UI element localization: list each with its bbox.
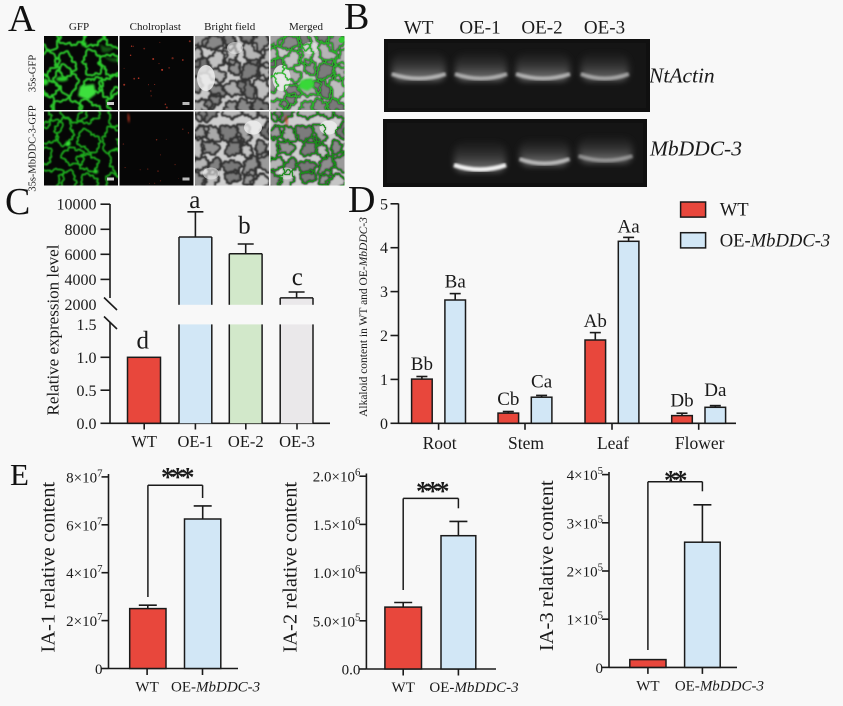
svg-text:OE-2: OE-2 <box>228 432 264 451</box>
svg-text:Relative expression level: Relative expression level <box>44 244 63 415</box>
svg-text:1.5×106: 1.5×106 <box>313 515 361 534</box>
svg-text:Aa: Aa <box>618 216 641 237</box>
svg-text:A: A <box>8 0 36 40</box>
svg-text:1: 1 <box>380 372 388 389</box>
svg-text:Cholroplast: Cholroplast <box>130 21 181 33</box>
svg-text:Ca: Ca <box>531 372 553 393</box>
svg-text:MbDDC-3: MbDDC-3 <box>649 137 742 161</box>
svg-text:OE-MbDDC-3: OE-MbDDC-3 <box>429 680 518 696</box>
svg-text:1.5: 1.5 <box>77 317 97 334</box>
svg-text:OE-MbDDC-3: OE-MbDDC-3 <box>720 231 831 252</box>
svg-text:Bright field: Bright field <box>204 21 256 33</box>
svg-text:OE-MbDDC-3: OE-MbDDC-3 <box>171 680 260 696</box>
svg-text:C: C <box>5 181 30 223</box>
svg-text:35s-MbDDC-3-GFP: 35s-MbDDC-3-GFP <box>28 105 39 192</box>
svg-text:6000: 6000 <box>65 247 97 264</box>
svg-text:WT: WT <box>720 200 750 221</box>
svg-text:4: 4 <box>380 240 388 257</box>
svg-text:6×107: 6×107 <box>66 515 103 534</box>
svg-text:***: *** <box>416 476 449 506</box>
svg-text:4×105: 4×105 <box>567 465 603 484</box>
svg-text:B: B <box>344 0 369 38</box>
svg-text:10000: 10000 <box>57 197 97 214</box>
svg-text:OE-1: OE-1 <box>459 18 500 39</box>
svg-text:8×107: 8×107 <box>66 467 103 486</box>
svg-text:4000: 4000 <box>65 272 97 289</box>
svg-text:2: 2 <box>380 328 388 345</box>
svg-text:Cb: Cb <box>497 389 519 410</box>
svg-text:0.0: 0.0 <box>77 416 97 433</box>
svg-text:d: d <box>137 328 150 355</box>
svg-text:1.0: 1.0 <box>77 350 97 367</box>
svg-text:IA-3 relative content: IA-3 relative content <box>536 480 558 651</box>
svg-text:c: c <box>292 264 303 291</box>
svg-text:3×105: 3×105 <box>567 513 603 532</box>
svg-text:Stem: Stem <box>508 433 544 453</box>
svg-text:Alkaloid content in WT and OE-: Alkaloid content in WT and OE-MbDDC-3 <box>358 217 370 417</box>
svg-text:0.5: 0.5 <box>77 383 97 400</box>
svg-text:IA-1 relative content: IA-1 relative content <box>38 482 60 653</box>
svg-text:OE-3: OE-3 <box>584 18 625 39</box>
svg-text:D: D <box>348 179 375 221</box>
svg-text:b: b <box>238 212 251 239</box>
svg-text:E: E <box>10 457 29 492</box>
svg-text:OE-2: OE-2 <box>521 18 562 39</box>
svg-text:WT: WT <box>392 680 415 696</box>
svg-text:IA-2 relative content: IA-2 relative content <box>280 482 302 653</box>
svg-text:GFP: GFP <box>69 21 89 33</box>
svg-text:0: 0 <box>380 416 388 433</box>
svg-text:NtActin: NtActin <box>648 64 715 88</box>
svg-text:WT: WT <box>135 680 158 696</box>
svg-text:OE-1: OE-1 <box>178 432 214 451</box>
svg-text:***: *** <box>161 462 194 492</box>
svg-text:Root: Root <box>423 433 457 453</box>
svg-text:4×107: 4×107 <box>66 563 103 582</box>
svg-text:0.0: 0.0 <box>342 663 361 679</box>
svg-text:OE-3: OE-3 <box>279 432 315 451</box>
svg-text:Db: Db <box>670 391 693 412</box>
svg-text:1.0×106: 1.0×106 <box>313 563 361 582</box>
svg-text:0: 0 <box>95 662 103 678</box>
svg-text:WT: WT <box>131 432 157 451</box>
svg-text:Leaf: Leaf <box>597 433 629 453</box>
svg-text:**: ** <box>664 465 687 495</box>
svg-text:Ab: Ab <box>584 311 607 332</box>
svg-text:3: 3 <box>380 284 388 301</box>
svg-text:Flower: Flower <box>675 433 725 453</box>
svg-text:0: 0 <box>596 661 604 677</box>
svg-text:a: a <box>189 187 200 214</box>
svg-text:5: 5 <box>380 196 388 213</box>
svg-text:2.0×106: 2.0×106 <box>313 467 361 486</box>
svg-text:2×105: 2×105 <box>567 562 603 581</box>
svg-text:WT: WT <box>636 678 659 694</box>
svg-text:WT: WT <box>404 18 434 39</box>
svg-text:Da: Da <box>704 380 727 401</box>
svg-text:5.0×105: 5.0×105 <box>313 611 361 630</box>
svg-text:1×105: 1×105 <box>567 610 603 629</box>
svg-text:OE-MbDDC-3: OE-MbDDC-3 <box>675 678 764 694</box>
svg-text:35s-GFP: 35s-GFP <box>28 55 39 93</box>
svg-text:Ba: Ba <box>445 272 467 293</box>
svg-text:2000: 2000 <box>65 297 97 314</box>
svg-text:2×107: 2×107 <box>66 611 103 630</box>
svg-text:Bb: Bb <box>411 354 433 375</box>
svg-text:Merged: Merged <box>289 21 324 33</box>
svg-text:8000: 8000 <box>65 222 97 239</box>
